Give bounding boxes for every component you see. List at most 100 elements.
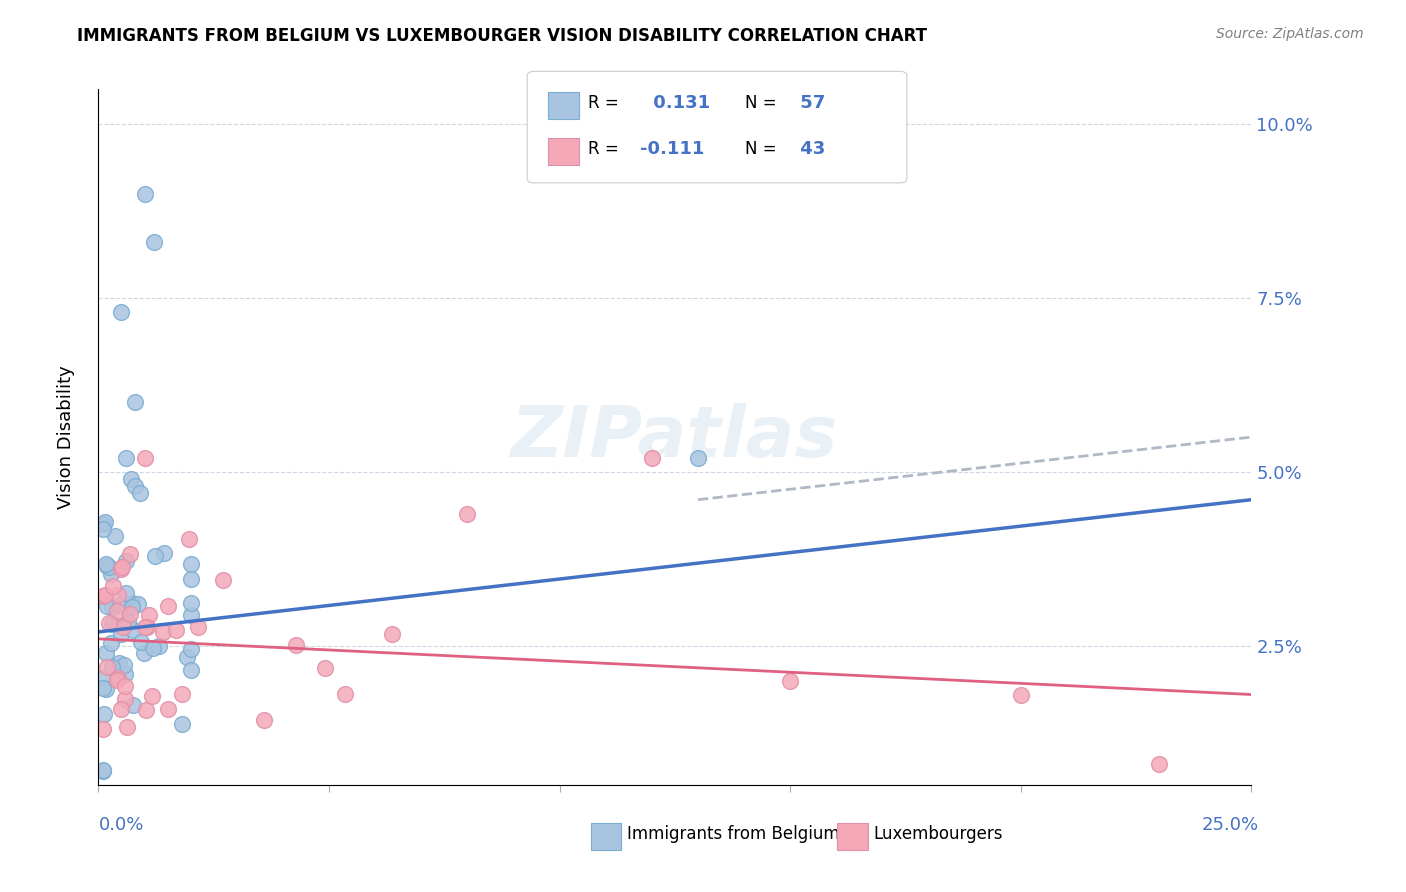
Point <box>91 722 114 736</box>
Point <box>94 646 117 660</box>
Point <box>152 624 174 639</box>
Point <box>100 636 122 650</box>
Point <box>187 620 209 634</box>
Text: Source: ZipAtlas.com: Source: ZipAtlas.com <box>1216 27 1364 41</box>
Text: Luxembourgers: Luxembourgers <box>873 825 1002 843</box>
Point <box>779 673 801 688</box>
Text: IMMIGRANTS FROM BELGIUM VS LUXEMBOURGER VISION DISABILITY CORRELATION CHART: IMMIGRANTS FROM BELGIUM VS LUXEMBOURGER … <box>77 27 928 45</box>
Text: Immigrants from Belgium: Immigrants from Belgium <box>627 825 839 843</box>
Point <box>101 617 124 632</box>
Point <box>122 624 145 638</box>
Point <box>135 703 157 717</box>
Point <box>132 647 155 661</box>
Point <box>129 635 152 649</box>
Point <box>212 574 235 588</box>
Y-axis label: Vision Disability: Vision Disability <box>56 365 75 509</box>
Text: 0.131: 0.131 <box>647 94 710 112</box>
Point <box>176 649 198 664</box>
Point <box>91 517 114 532</box>
Text: 25.0%: 25.0% <box>1201 816 1258 834</box>
Point <box>135 620 157 634</box>
Text: N =: N = <box>745 94 782 112</box>
Point <box>94 588 117 602</box>
Point <box>110 702 132 716</box>
Point <box>118 547 141 561</box>
Point <box>110 627 132 641</box>
Point <box>114 586 136 600</box>
Point <box>101 600 124 615</box>
Point <box>107 671 129 685</box>
Text: R =: R = <box>588 140 624 158</box>
Point <box>180 557 202 571</box>
Point <box>108 656 131 670</box>
Point <box>124 479 146 493</box>
Point <box>134 186 156 201</box>
Text: 43: 43 <box>794 140 825 158</box>
Point <box>110 560 132 574</box>
Point <box>91 522 114 536</box>
Point <box>456 507 478 521</box>
Point <box>142 235 165 250</box>
Point <box>122 698 145 712</box>
Point <box>172 687 194 701</box>
Point <box>112 658 135 673</box>
Point <box>98 560 121 574</box>
Point <box>110 562 132 576</box>
Point <box>129 485 152 500</box>
Point <box>96 660 118 674</box>
Point <box>112 620 135 634</box>
Text: R =: R = <box>588 94 624 112</box>
Point <box>153 546 176 560</box>
Point <box>120 607 142 621</box>
Point <box>105 604 128 618</box>
Text: 57: 57 <box>794 94 825 112</box>
Point <box>143 549 166 563</box>
Point <box>91 763 114 777</box>
Point <box>180 596 202 610</box>
Point <box>107 588 129 602</box>
Point <box>101 660 124 674</box>
Point <box>91 764 114 778</box>
Point <box>180 663 202 677</box>
Point <box>134 450 156 465</box>
Point <box>110 305 132 319</box>
Point <box>104 528 127 542</box>
Point <box>94 557 117 571</box>
Point <box>335 687 357 701</box>
Point <box>134 620 156 634</box>
Point <box>142 641 165 656</box>
Point <box>120 472 142 486</box>
Point <box>177 533 200 547</box>
Point <box>114 692 136 706</box>
Text: N =: N = <box>745 140 782 158</box>
Point <box>121 599 143 613</box>
Point <box>1147 757 1170 772</box>
Point <box>98 615 121 630</box>
Point <box>156 599 179 613</box>
Point <box>180 641 202 656</box>
Point <box>114 679 136 693</box>
Point <box>94 515 117 529</box>
Point <box>96 559 118 574</box>
Point <box>165 623 187 637</box>
Point <box>96 599 118 613</box>
Point <box>105 673 128 687</box>
Point <box>686 450 709 465</box>
Point <box>138 607 160 622</box>
Point <box>1010 688 1032 702</box>
Point <box>180 608 202 623</box>
Point <box>94 682 117 697</box>
Point <box>381 626 404 640</box>
Point <box>93 707 115 722</box>
Point <box>108 598 131 612</box>
Point <box>170 717 193 731</box>
Point <box>253 714 276 728</box>
Point <box>117 615 139 629</box>
Point <box>91 681 114 695</box>
Point <box>156 701 179 715</box>
Point <box>91 672 114 686</box>
Point <box>114 666 136 681</box>
Point <box>148 639 170 653</box>
Text: -0.111: -0.111 <box>640 140 704 158</box>
Point <box>141 689 163 703</box>
